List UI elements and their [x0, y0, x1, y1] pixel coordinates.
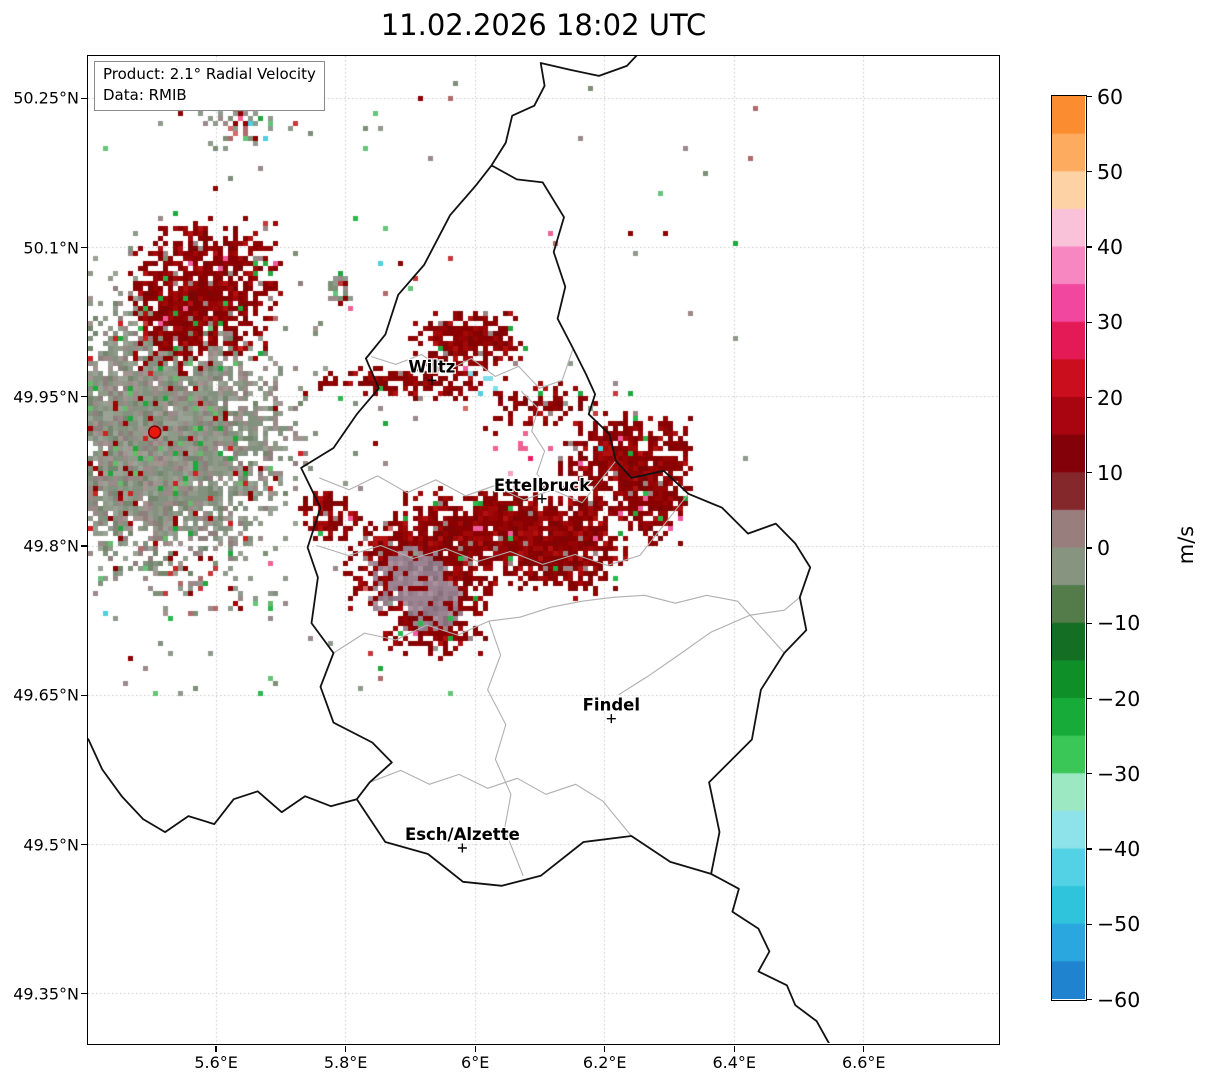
colorbar-tick-mark	[1087, 246, 1092, 248]
colorbar-tick-mark	[1087, 848, 1092, 850]
colorbar-tick-label: 0	[1097, 536, 1111, 560]
colorbar-tick-mark	[1087, 321, 1092, 323]
colorbar-tick-label: −60	[1097, 987, 1141, 1012]
colorbar-tick-mark	[1087, 396, 1092, 399]
radar-site-marker	[147, 425, 162, 439]
lon-tick-mark	[215, 1045, 217, 1052]
district-border	[333, 594, 785, 654]
colorbar-tick-mark	[1087, 697, 1092, 700]
radar-velocity-layer	[88, 56, 998, 1043]
lat-tick-label: 49.65°N	[13, 685, 79, 705]
city-marker	[606, 714, 616, 724]
lat-tick-label: 50.25°N	[13, 88, 79, 108]
lat-tick-mark	[81, 694, 87, 696]
colorbar-tick-label: −40	[1097, 837, 1141, 861]
city-label: Findel	[583, 696, 640, 715]
lon-tick-mark	[733, 1045, 735, 1052]
lat-tick-mark	[81, 246, 87, 249]
district-border	[370, 348, 574, 389]
colorbar-tick-label: 10	[1097, 460, 1124, 485]
district-border	[369, 769, 632, 837]
country-border-luxembourg	[300, 164, 812, 887]
city-label: Ettelbruck	[494, 476, 591, 495]
colorbar-tick-label: 50	[1097, 159, 1124, 184]
lon-tick-label: 6.6°E	[841, 1053, 886, 1072]
colorbar-gradient	[1052, 96, 1085, 999]
figure-title: 11.02.2026 18:02 UTC	[380, 8, 707, 42]
colorbar-tick-mark	[1087, 998, 1092, 1001]
district-border	[618, 596, 801, 696]
country-border	[490, 56, 638, 166]
colorbar-tick-label: −50	[1097, 912, 1141, 937]
lat-tick-label: 50.1°N	[23, 238, 79, 258]
colorbar-tick-label: 20	[1097, 385, 1124, 410]
map-plot-area: Wiltz Ettelbruck Findel Esch/Alzette Produc…	[87, 55, 1000, 1045]
district-border	[316, 493, 689, 566]
city-marker	[537, 494, 547, 504]
lat-tick-label: 49.8°N	[23, 536, 79, 556]
lon-tick-mark	[344, 1045, 347, 1052]
colorbar-tick-label: −30	[1097, 761, 1141, 786]
colorbar-tick-label: −20	[1097, 686, 1141, 711]
colorbar-tick-mark	[1087, 773, 1092, 775]
city-label: Esch/Alzette	[405, 825, 520, 844]
lat-tick-mark	[81, 545, 87, 547]
lat-tick-mark	[81, 97, 87, 99]
colorbar-tick-mark	[1087, 622, 1092, 624]
lon-tick-label: 6.2°E	[582, 1053, 627, 1072]
data-source-label: Data: RMIB	[103, 86, 187, 104]
colorbar-tick-label: 30	[1097, 310, 1124, 335]
colorbar-tick-mark	[1087, 472, 1092, 474]
product-label: Product: 2.1° Radial Velocity	[103, 65, 316, 83]
district-border	[520, 390, 553, 491]
lon-tick-mark	[863, 1045, 865, 1052]
colorbar-tick-mark	[1087, 547, 1092, 549]
lon-tick-label: 5.6°E	[194, 1053, 238, 1072]
city-marker	[457, 843, 467, 853]
lat-tick-label: 49.35°N	[13, 984, 79, 1004]
lat-tick-mark	[81, 396, 87, 398]
lon-tick-mark	[474, 1045, 476, 1052]
colorbar-tick-label: 60	[1097, 84, 1124, 109]
district-border	[487, 620, 524, 877]
colorbar-tick-mark	[1087, 95, 1092, 98]
lon-tick-label: 6°E	[461, 1053, 490, 1072]
lat-tick-mark	[81, 843, 87, 846]
colorbar	[1051, 95, 1087, 1001]
lon-tick-mark	[604, 1045, 606, 1052]
map-vector-layer: Wiltz Ettelbruck Findel Esch/Alzette	[88, 56, 830, 1043]
product-info-box: Product: 2.1° Radial Velocity Data: RMIB	[94, 61, 325, 111]
lat-tick-label: 49.95°N	[13, 387, 79, 407]
city-marker	[427, 375, 437, 385]
country-border	[88, 738, 358, 833]
lat-tick-mark	[81, 993, 87, 995]
district-border	[318, 460, 617, 504]
lat-tick-label: 49.5°N	[23, 835, 79, 854]
colorbar-tick-mark	[1087, 923, 1092, 925]
lon-tick-label: 6.4°E	[712, 1053, 757, 1072]
colorbar-tick-label: −10	[1097, 611, 1141, 636]
colorbar-tick-label: 40	[1097, 235, 1124, 259]
colorbar-tick-mark	[1087, 171, 1092, 173]
country-border	[710, 873, 830, 1043]
city-label: Wiltz	[408, 357, 455, 376]
colorbar-unit-label: m/s	[1174, 525, 1198, 565]
lon-tick-label: 5.8°E	[323, 1053, 368, 1072]
